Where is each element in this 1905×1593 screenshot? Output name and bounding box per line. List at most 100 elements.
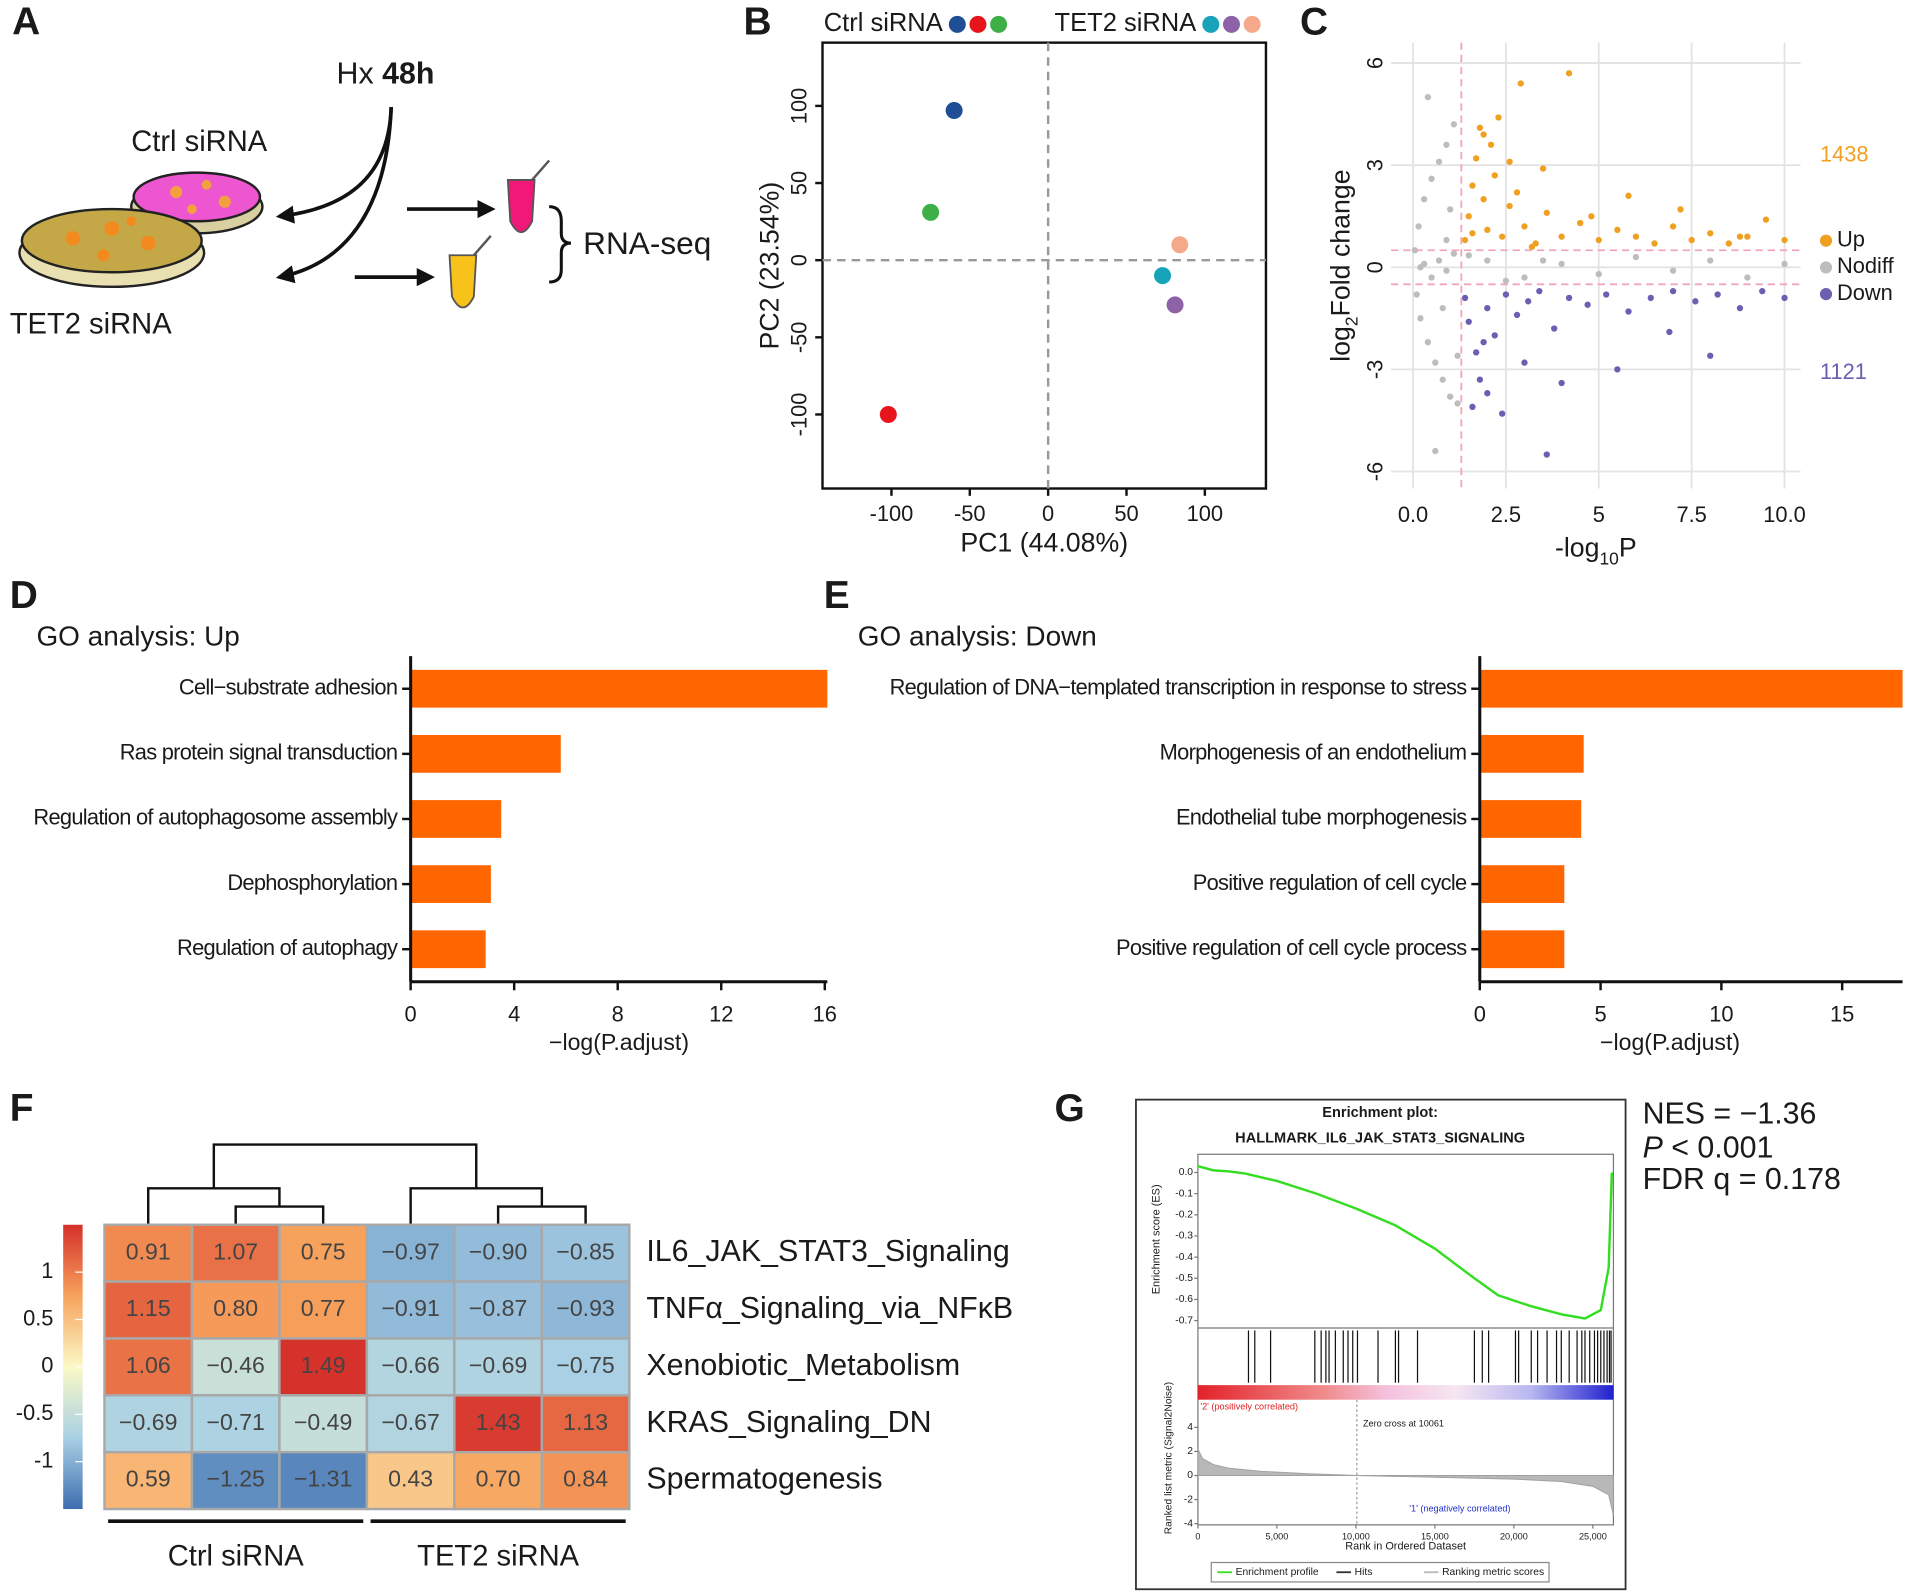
x-tick-label: 0 xyxy=(405,1002,417,1027)
panel-label: A xyxy=(12,1,40,44)
point xyxy=(1707,257,1714,264)
cell-label: 1.07 xyxy=(213,1238,258,1264)
point xyxy=(1677,206,1684,213)
axis-title-main: log xyxy=(1326,326,1356,362)
bracket xyxy=(549,205,572,284)
point xyxy=(1491,332,1498,339)
colorbar-label: -0.5 xyxy=(16,1400,54,1425)
tube xyxy=(448,254,478,309)
y-tick-label: 0 xyxy=(786,254,811,266)
point xyxy=(1502,291,1510,298)
point xyxy=(1424,339,1432,346)
point xyxy=(1543,209,1550,216)
point xyxy=(1517,80,1524,87)
x-tick-label: 0.0 xyxy=(1398,502,1428,527)
colorbar-label: 1 xyxy=(41,1258,53,1283)
y-tick-label: -0.6 xyxy=(1175,1294,1193,1305)
legend-label: Hits xyxy=(1355,1567,1373,1578)
point xyxy=(1465,252,1472,259)
cell-label: 0.80 xyxy=(213,1295,258,1321)
cell xyxy=(218,195,231,208)
category-label: Regulation of autophagy xyxy=(177,935,398,960)
cell-label: 0.84 xyxy=(563,1466,608,1492)
chart-title: Enrichment plot: xyxy=(1322,1105,1438,1121)
x-tick-label: 10 xyxy=(1709,1002,1733,1027)
point xyxy=(1450,250,1458,257)
point xyxy=(1666,328,1673,336)
bar xyxy=(410,930,486,969)
cell-label: 0.70 xyxy=(476,1466,521,1492)
axis-title-main: -log xyxy=(1555,532,1600,562)
tube-cap xyxy=(531,159,551,181)
point xyxy=(1465,318,1472,325)
panel-label: G xyxy=(1055,1087,1085,1130)
point xyxy=(1744,274,1751,281)
legend-label: Up xyxy=(1837,226,1865,251)
point xyxy=(1484,304,1491,312)
point xyxy=(1614,226,1621,233)
y-tick-label: 50 xyxy=(786,171,811,195)
x-tick-label: 10.0 xyxy=(1763,502,1806,527)
colorbar-label: 0.5 xyxy=(23,1305,53,1330)
colorbar xyxy=(63,1224,83,1510)
point xyxy=(1443,267,1450,274)
x-tick-label: 8 xyxy=(612,1002,624,1027)
heatmap-cell xyxy=(103,1223,194,1283)
category-label: Endothelial tube morphogenesis xyxy=(1176,805,1467,830)
heatmap-cell xyxy=(365,1394,456,1454)
point xyxy=(1577,219,1584,227)
point xyxy=(1484,390,1491,397)
cell-label: −0.91 xyxy=(381,1295,439,1321)
y-tick-label: -0.5 xyxy=(1175,1273,1193,1284)
tube xyxy=(506,179,536,234)
bar xyxy=(1479,669,1903,708)
y-tick-label: -100 xyxy=(786,393,811,437)
point xyxy=(1417,315,1424,322)
point xyxy=(1714,291,1721,298)
point xyxy=(1513,189,1521,196)
cell xyxy=(104,221,120,236)
point xyxy=(1447,393,1454,400)
category-label: Regulation of autophagosome assembly xyxy=(33,805,398,830)
point xyxy=(1736,233,1744,240)
timing: Hx 48h xyxy=(337,57,435,90)
point xyxy=(1781,260,1788,268)
axis-title-sub: 10 xyxy=(1600,548,1619,568)
heatmap-cell xyxy=(540,1280,631,1340)
x-tick-label: 5,000 xyxy=(1266,1531,1289,1541)
point xyxy=(1736,304,1744,312)
point xyxy=(1435,257,1443,264)
ctrl-label: Ctrl siRNA xyxy=(131,126,268,158)
stat: P < 0.001 xyxy=(1643,1131,1774,1164)
y-tick-label: 0 xyxy=(1362,261,1387,273)
cell xyxy=(65,230,81,246)
legend-dot xyxy=(1819,261,1833,274)
arrow xyxy=(275,106,394,284)
point xyxy=(1476,376,1484,383)
stat-symbol: P xyxy=(1643,1131,1664,1164)
point xyxy=(922,203,940,221)
point xyxy=(1171,236,1189,254)
bar xyxy=(1479,800,1582,838)
point xyxy=(1551,325,1558,332)
count-label: 1121 xyxy=(1820,359,1867,384)
cell-label: −0.69 xyxy=(119,1409,177,1435)
point xyxy=(1417,264,1424,271)
point xyxy=(1443,141,1450,148)
point xyxy=(1484,257,1491,264)
legend-dot xyxy=(948,15,966,33)
point xyxy=(1428,274,1435,281)
y-tick-label: -50 xyxy=(786,322,811,354)
heatmap-cell xyxy=(278,1450,369,1511)
category-label: Morphogenesis of an endothelium xyxy=(1160,740,1467,765)
tet2-label: TET2 siRNA xyxy=(10,308,172,340)
point xyxy=(1484,226,1491,233)
point xyxy=(1454,400,1461,407)
gsea-frame xyxy=(1135,1098,1627,1591)
point xyxy=(1502,277,1510,285)
point xyxy=(1473,155,1480,162)
point xyxy=(1480,339,1487,346)
point xyxy=(1558,260,1565,268)
point xyxy=(1536,287,1543,295)
cell-label: 0.91 xyxy=(126,1238,171,1264)
